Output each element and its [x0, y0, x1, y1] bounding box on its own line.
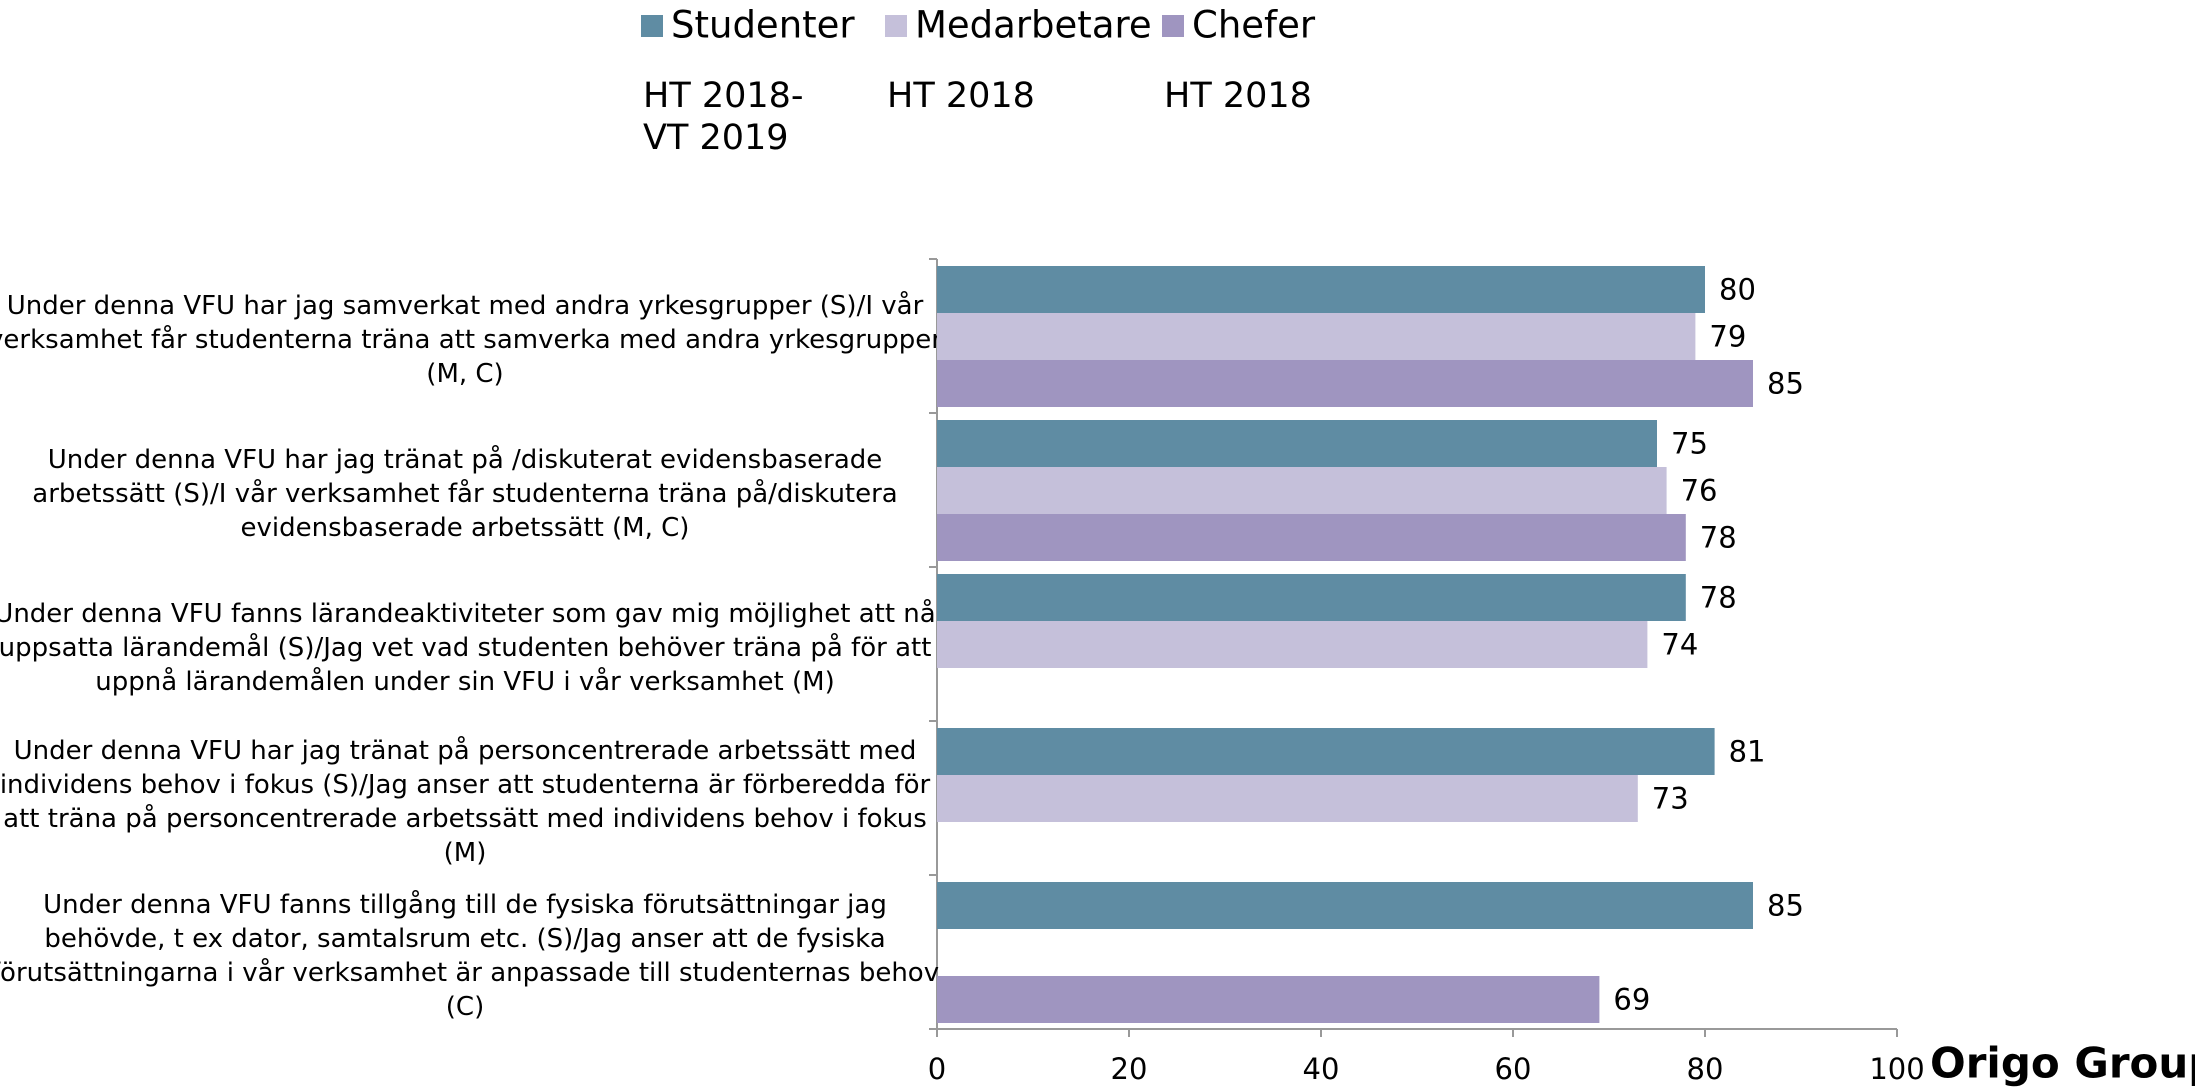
value-label: 74	[1661, 628, 1698, 662]
legend-period: HT 2018	[1164, 76, 1312, 116]
category-label: Under denna VFU fanns lärandeaktiviteter…	[0, 598, 936, 697]
value-label: 69	[1613, 983, 1650, 1017]
legend-label: Studenter	[671, 4, 855, 47]
category-label: Under denna VFU har jag tränat på person…	[0, 735, 930, 868]
legend-swatch	[885, 15, 907, 37]
legend-swatch	[641, 15, 663, 37]
bar	[937, 420, 1657, 467]
x-tick-label: 100	[1869, 1052, 1924, 1086]
legend-label: Medarbetare	[915, 4, 1152, 47]
value-label: 76	[1681, 474, 1718, 508]
logo: Origo Group	[1930, 1039, 2195, 1087]
value-label: 79	[1709, 320, 1746, 354]
value-label: 78	[1700, 581, 1737, 615]
category-label: Under denna VFU har jag samverkat med an…	[0, 290, 942, 389]
bar	[937, 775, 1638, 822]
value-label: 78	[1700, 521, 1737, 555]
bar	[937, 360, 1753, 407]
value-label: 73	[1652, 782, 1689, 816]
legend-period: HT 2018-VT 2019	[643, 76, 804, 158]
value-label: 80	[1719, 273, 1756, 307]
bar	[937, 266, 1705, 313]
bar	[937, 574, 1686, 621]
value-label: 81	[1729, 735, 1766, 769]
x-tick-label: 80	[1687, 1052, 1724, 1086]
bar	[937, 467, 1667, 514]
legend-label: Chefer	[1192, 4, 1316, 47]
category-label: Under denna VFU fanns tillgång till de f…	[0, 889, 939, 1022]
value-label: 85	[1767, 889, 1804, 923]
x-tick-label: 40	[1303, 1052, 1340, 1086]
x-tick-label: 20	[1111, 1052, 1148, 1086]
bar	[937, 313, 1696, 360]
value-label: 75	[1671, 427, 1708, 461]
bar	[937, 882, 1753, 929]
legend-period: HT 2018	[887, 76, 1035, 116]
x-tick-label: 60	[1495, 1052, 1532, 1086]
legend-swatch	[1162, 15, 1184, 37]
bar	[937, 621, 1648, 668]
category-label: Under denna VFU har jag tränat på /disku…	[32, 444, 897, 543]
value-label: 85	[1767, 367, 1804, 401]
x-tick-label: 0	[928, 1052, 946, 1086]
bar	[937, 728, 1715, 775]
bar	[937, 514, 1686, 561]
bar	[937, 976, 1600, 1023]
